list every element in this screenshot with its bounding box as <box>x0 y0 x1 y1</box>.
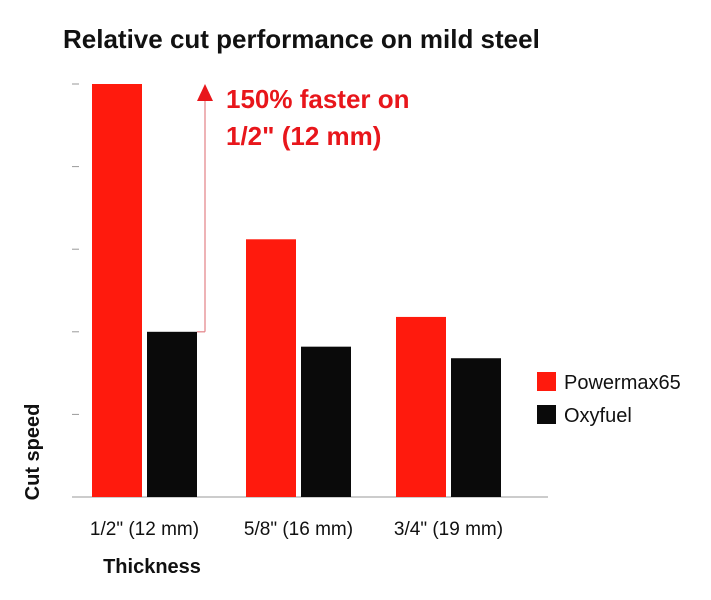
chart-title: Relative cut performance on mild steel <box>63 24 540 54</box>
x-tick-label-1: 5/8" (16 mm) <box>244 519 353 540</box>
bar-oxyfuel-1 <box>301 346 351 497</box>
annotation-text-line-1: 1/2" (12 mm) <box>226 121 381 151</box>
x-tick-labels: 1/2" (12 mm) 5/8" (16 mm) 3/4" (19 mm) <box>90 519 503 540</box>
bar-powermax65-2 <box>396 316 446 497</box>
bars <box>92 84 501 497</box>
legend-swatch-oxyfuel <box>537 405 556 424</box>
bar-oxyfuel-2 <box>451 358 501 497</box>
annotation-arrowhead <box>197 84 213 101</box>
y-axis-title: Cut speed <box>22 404 44 501</box>
bar-powermax65-0 <box>92 84 142 497</box>
legend: Powermax65 Oxyfuel <box>537 372 681 427</box>
x-tick-label-0: 1/2" (12 mm) <box>90 519 199 540</box>
legend-swatch-powermax65 <box>537 372 556 391</box>
legend-label-oxyfuel: Oxyfuel <box>564 405 632 427</box>
bar-oxyfuel-0 <box>147 331 197 497</box>
x-tick-label-2: 3/4" (19 mm) <box>394 519 503 540</box>
bar-powermax65-1 <box>246 239 296 497</box>
annotation-text-line-0: 150% faster on <box>226 84 410 114</box>
x-axis-title: Thickness <box>103 556 201 578</box>
annotation: 150% faster on 1/2" (12 mm) <box>197 84 410 333</box>
legend-label-powermax65: Powermax65 <box>564 372 681 394</box>
